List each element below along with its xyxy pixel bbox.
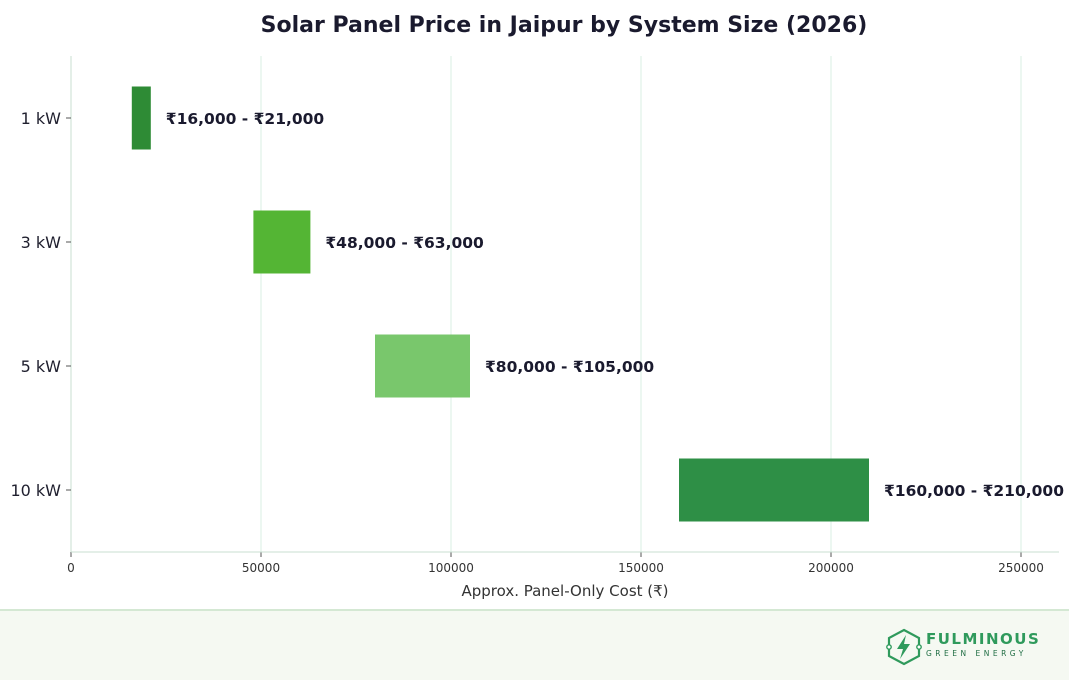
range-label: ₹160,000 - ₹210,000 — [884, 482, 1064, 500]
range-bar — [679, 458, 869, 522]
category-label: 1 kW — [21, 109, 62, 128]
category-label: 10 kW — [10, 481, 61, 500]
footer: FULMINOUS GREEN ENERGY — [0, 609, 1069, 680]
grid-lines — [260, 56, 1022, 552]
logo-tagline: GREEN ENERGY — [926, 649, 1027, 658]
x-tick-label: 100000 — [428, 561, 474, 575]
chart-title: Solar Panel Price in Jaipur by System Si… — [261, 13, 868, 38]
data-labels: ₹16,000 - ₹21,000 ₹48,000 - ₹63,000 ₹80,00… — [166, 110, 1064, 500]
x-tick-label: 50000 — [242, 561, 280, 575]
range-label: ₹16,000 - ₹21,000 — [166, 110, 325, 128]
category-label: 5 kW — [21, 357, 62, 376]
lightning-bolt-icon — [886, 628, 922, 666]
range-label: ₹48,000 - ₹63,000 — [325, 234, 484, 252]
logo-wordmark: FULMINOUS — [926, 630, 1041, 648]
x-axis-title: Approx. Panel-Only Cost (₹) — [461, 582, 668, 600]
range-bar — [253, 210, 311, 274]
x-tick-label: 0 — [67, 561, 75, 575]
bars — [131, 86, 869, 522]
x-tick-label: 250000 — [998, 561, 1044, 575]
category-label: 3 kW — [21, 233, 62, 252]
range-bar — [131, 86, 151, 150]
range-label: ₹80,000 - ₹105,000 — [485, 358, 654, 376]
range-bar — [375, 334, 470, 398]
chart: Solar Panel Price in Jaipur by System Si… — [10, 13, 1064, 600]
brand-logo[interactable]: FULMINOUS GREEN ENERGY — [886, 628, 1039, 668]
x-tick-label: 150000 — [618, 561, 664, 575]
axes: 0 50000 100000 150000 200000 250000 1 kW 3 kW 5 … — [10, 56, 1059, 575]
x-tick-label: 200000 — [808, 561, 854, 575]
